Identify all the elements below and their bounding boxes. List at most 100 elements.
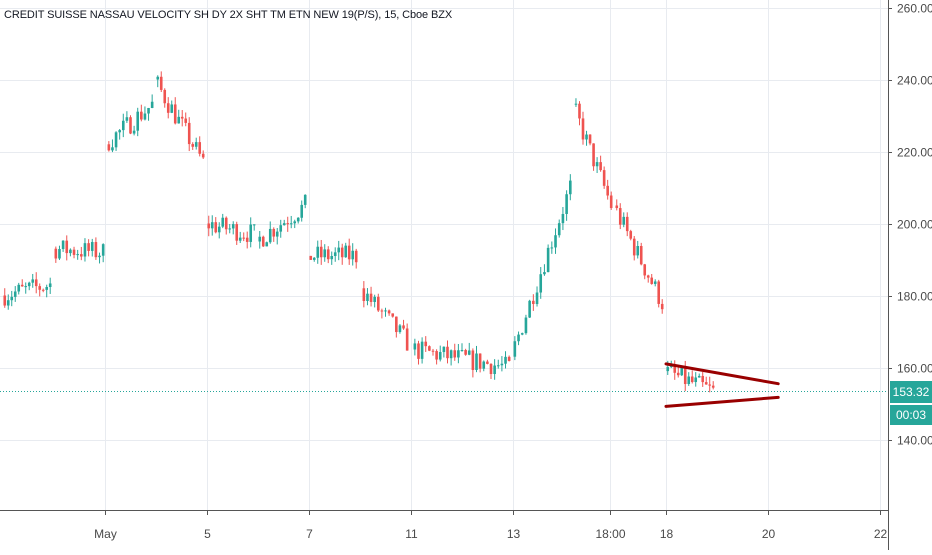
candle-body <box>478 353 482 369</box>
candle-body <box>214 222 218 233</box>
candle-body <box>83 243 87 257</box>
y-tick-label: 200.00 <box>897 218 932 232</box>
candle-body <box>592 143 595 167</box>
candle-body <box>599 162 602 171</box>
candle-body <box>275 231 279 237</box>
candle-body <box>38 286 42 290</box>
candle-body <box>293 221 297 224</box>
candle-body <box>156 76 160 80</box>
candle-body <box>333 252 337 257</box>
candle-body <box>303 194 307 205</box>
candle-body <box>98 255 101 258</box>
candle-body <box>460 350 464 352</box>
candle-body <box>45 287 49 290</box>
triangle-lower-trendline[interactable] <box>664 395 780 408</box>
candle-body <box>48 283 52 288</box>
candle-body <box>289 223 293 225</box>
candle-body <box>517 334 520 342</box>
candle-body <box>80 254 83 257</box>
candle-body <box>249 224 253 242</box>
x-tick-label: 7 <box>306 527 313 541</box>
candle-body <box>191 144 195 147</box>
candle-body <box>24 286 28 288</box>
candle-body <box>265 242 269 247</box>
candle-body <box>132 130 136 134</box>
candle-body <box>639 246 643 265</box>
y-tick-label: 220.00 <box>897 146 932 160</box>
candle-body <box>405 328 409 351</box>
candle-body <box>708 384 712 386</box>
candle-body <box>180 116 184 119</box>
candle-body <box>221 217 225 227</box>
candle-body <box>574 103 578 105</box>
candle-body <box>629 231 633 239</box>
x-tick-label: 22 <box>874 527 888 541</box>
candle-body <box>373 296 376 302</box>
candle-body <box>245 237 249 242</box>
candle-body <box>561 213 565 224</box>
candle-body <box>312 257 316 260</box>
candle-body <box>532 300 535 305</box>
candle-body <box>453 350 457 358</box>
candle-body <box>585 134 588 140</box>
candle-body <box>316 246 320 258</box>
candle-body <box>337 247 341 253</box>
candle-body <box>711 385 715 388</box>
candle-body <box>170 104 174 113</box>
candle-body <box>114 132 118 148</box>
candle-body <box>543 272 546 275</box>
candle-body <box>366 293 369 302</box>
candle-body <box>391 313 395 317</box>
candle-body <box>471 350 475 370</box>
candle-body <box>118 130 121 133</box>
candle-body <box>201 153 205 158</box>
candle-body <box>557 223 561 236</box>
candle-body <box>129 117 132 134</box>
candle-body <box>704 382 708 385</box>
candle-body <box>687 376 691 385</box>
annotations[interactable] <box>0 362 888 408</box>
candle-body <box>319 246 323 258</box>
candle-body <box>261 236 265 247</box>
candle-body <box>622 216 626 225</box>
candle-body <box>210 222 214 229</box>
candle-body <box>457 350 460 358</box>
candle-body <box>625 216 629 232</box>
candle-body <box>54 248 58 259</box>
candle-body <box>184 118 188 123</box>
y-tick-label: 260.00 <box>897 2 932 16</box>
candle-body <box>442 346 446 353</box>
candle-body <box>606 185 609 196</box>
x-tick-label: May <box>94 527 117 541</box>
y-tick-label: 140.00 <box>897 434 932 448</box>
candle-body <box>653 281 657 284</box>
candle-body <box>646 275 650 278</box>
candle-body <box>650 277 654 284</box>
candle-body <box>286 223 290 225</box>
triangle-upper-trendline[interactable] <box>664 362 780 386</box>
candle-body <box>513 341 517 357</box>
candle-body <box>121 120 125 131</box>
candle-body <box>535 292 539 305</box>
candle-body <box>58 249 61 259</box>
candle-body <box>272 228 276 237</box>
candle-body <box>438 352 442 360</box>
candle-body <box>669 366 673 368</box>
y-tick-label: 240.00 <box>897 74 932 88</box>
candle-body <box>147 107 150 114</box>
candle-body <box>351 250 355 260</box>
x-tick-label: 18:00 <box>595 527 625 541</box>
candle-body <box>482 361 486 369</box>
candle-body <box>111 147 114 151</box>
candle-body <box>20 284 24 287</box>
candle-body <box>683 367 687 385</box>
candle-body <box>163 89 167 104</box>
candle-body <box>72 249 76 255</box>
candle-body <box>581 118 585 140</box>
candle-body <box>565 194 568 214</box>
candle-body <box>296 217 300 222</box>
candle-body <box>546 247 550 273</box>
candle-body <box>94 242 98 258</box>
